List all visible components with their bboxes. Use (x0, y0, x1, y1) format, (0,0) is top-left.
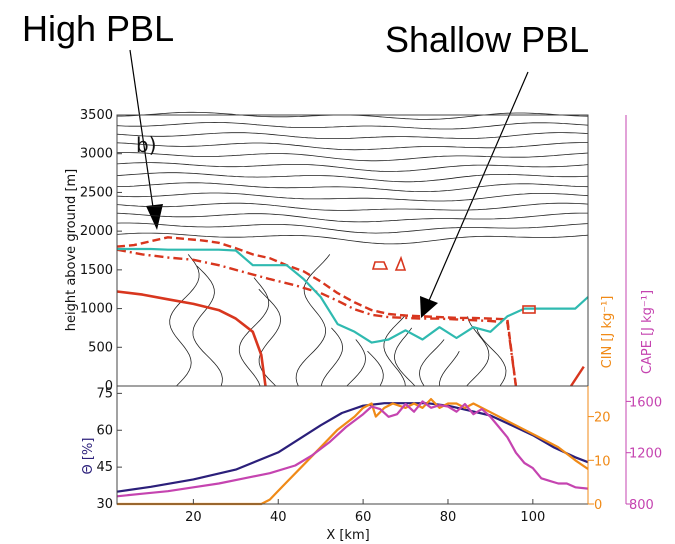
theta-tick-label: 45 (96, 460, 113, 475)
isentrope-vertical (295, 254, 331, 387)
pbl-series-dashed (116, 236, 518, 387)
isentrope-vertical (346, 339, 366, 387)
cin-tick-label: 20 (594, 411, 611, 426)
cloud-marker-2 (394, 255, 407, 271)
upper-panel-series (116, 236, 589, 387)
x-tick-label: 40 (270, 510, 287, 525)
arrowhead-high-pbl (146, 204, 163, 230)
cloud-marker-1 (371, 261, 389, 270)
lower-panel-series (116, 398, 589, 506)
isentrope-vertical (476, 327, 507, 387)
pointer-line-high-pbl (129, 49, 155, 215)
cin-axis-label: CIN [J kg⁻¹] (600, 296, 615, 369)
cin-tick-label: 10 (594, 454, 611, 469)
theta-series (116, 402, 589, 493)
x-axis-label: X [km] (326, 528, 369, 543)
pbl-edge-fragment (570, 365, 585, 387)
cloud-marker-3 (522, 305, 536, 314)
upper-y-tick-label: 3500 (80, 108, 113, 123)
pbl-series-solid (116, 290, 267, 387)
upper-y-tick-label: 2500 (80, 185, 113, 200)
x-tick-label: 20 (185, 510, 202, 525)
isentrope-vertical (238, 277, 270, 387)
upper-y-tick-label: 1500 (80, 263, 113, 278)
isentrope-line (116, 182, 589, 192)
isentrope-line (117, 111, 589, 120)
annotation-high-pbl: High PBL (22, 8, 174, 49)
upper-y-tick-label: 0 (105, 379, 113, 394)
cin-tick-label: 0 (594, 498, 602, 513)
isentrope-line (116, 232, 589, 245)
theta-tick-label: 60 (96, 423, 113, 438)
isentrope-line (116, 212, 588, 223)
cape-tick-label: 800 (629, 498, 654, 513)
upper-y-tick-label: 3000 (80, 147, 113, 162)
cape-tick-label: 1600 (629, 395, 662, 410)
isentrope-line (116, 172, 589, 183)
cape-tick-label: 1200 (629, 447, 662, 462)
lower-plot-frame (116, 385, 589, 505)
x-tick-label: 60 (355, 510, 372, 525)
isentrope-line (116, 142, 588, 151)
panel-label: b) (136, 133, 157, 157)
upper-y-tick-label: 500 (88, 340, 113, 355)
isentrope-vertical (169, 254, 200, 387)
theta-tick-label: 75 (96, 386, 113, 401)
cin-series (117, 398, 589, 506)
pbl-series-dash-dot (116, 248, 518, 387)
isentrope-vertical (192, 265, 223, 387)
cape-axis-label: CAPE [J kg⁻¹] (640, 290, 655, 374)
pointer-line-shallow-pbl (427, 71, 529, 304)
arrowhead-shallow-pbl (420, 296, 438, 318)
isentrope-line (116, 222, 589, 234)
isentrope-line (116, 202, 589, 211)
lower-panel: 30 45 60 75 0 10 20 800 1200 1600 20 40 60 80 100 Θ [%… (81, 385, 662, 543)
cloud-base-series (117, 247, 589, 344)
lower-axis-ticks: 30 45 60 75 0 10 20 800 1200 1600 20 40 60 80 100 (96, 386, 662, 525)
isentrope-line (116, 162, 589, 172)
theta-axis-label: Θ [%] (81, 438, 96, 475)
upper-y-tick-label: 2000 (80, 224, 113, 239)
isentrope-vertical (367, 350, 384, 387)
isentrope-line (116, 152, 589, 162)
upper-y-axis-label: height above ground [m] (64, 169, 79, 332)
x-tick-label: 80 (440, 510, 457, 525)
isentrope-line (116, 132, 589, 139)
x-tick-label: 100 (520, 510, 545, 525)
isentrope-line (116, 192, 589, 202)
cloud-outline-markers (371, 255, 536, 314)
isentrope-line (116, 121, 589, 130)
cape-series (116, 400, 589, 498)
upper-y-ticks: 0 500 1000 1500 2000 2500 3000 3500 (80, 108, 122, 394)
theta-tick-label: 30 (96, 497, 113, 512)
isentrope-vertical (320, 327, 344, 387)
isentrope-vertical (466, 316, 490, 387)
isentrope-vertical (258, 288, 282, 387)
isentrope-vertical (394, 327, 416, 387)
isentrope-vertical (439, 351, 460, 387)
isentrope-vertical (419, 339, 445, 387)
upper-y-tick-label: 1000 (80, 302, 113, 317)
isentrope-vertical (383, 316, 406, 387)
upper-panel: 0 500 1000 1500 2000 2500 3000 3500 b) height a… (64, 108, 655, 394)
annotation-shallow-pbl: Shallow PBL (385, 19, 589, 60)
